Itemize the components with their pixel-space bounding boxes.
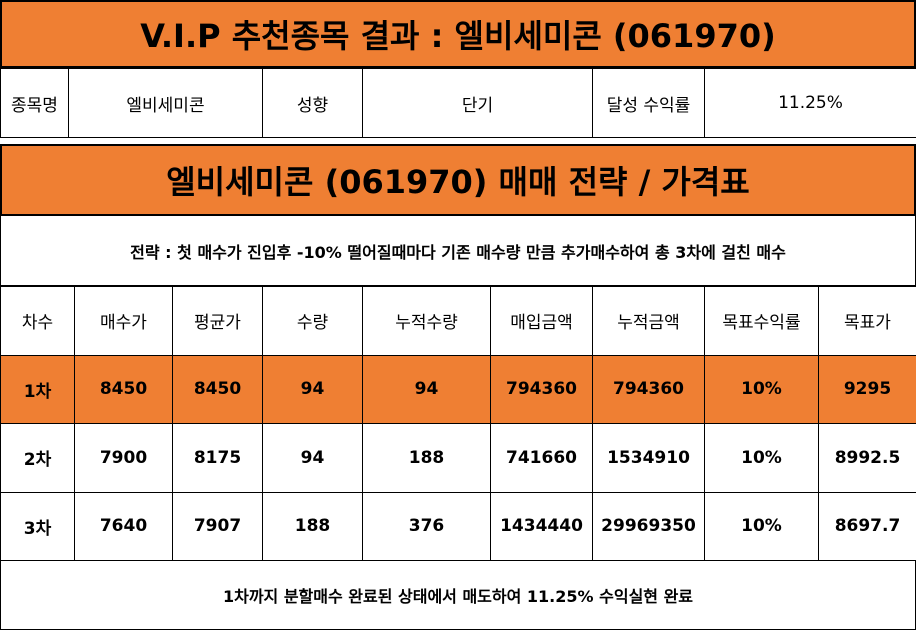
trade-type-label: 성향: [262, 68, 363, 138]
table-cell: 10%: [704, 423, 819, 493]
table-cell: 8175: [172, 423, 263, 493]
table-cell: 7640: [74, 491, 173, 561]
table-row: 2차 7900 8175 94 188 741660 1534910 10% 8…: [0, 423, 916, 493]
table-cell: 794360: [592, 354, 705, 424]
table-cell: 94: [262, 354, 363, 424]
table-cell: 7907: [172, 491, 263, 561]
table-cell: 8450: [74, 354, 173, 424]
table-cell: 94: [362, 354, 491, 424]
table-header-row: 차수 매수가 평균가 수량 누적수량 매입금액 누적금액 목표수익률 목표가: [0, 286, 916, 356]
table-cell: 10%: [704, 491, 819, 561]
stock-name-value: 엘비세미콘: [68, 68, 263, 138]
table-cell: 188: [362, 423, 491, 493]
achieved-return-label: 달성 수익률: [592, 68, 705, 138]
table-cell: 10%: [704, 354, 819, 424]
table-cell: 376: [362, 491, 491, 561]
price-table: 차수 매수가 평균가 수량 누적수량 매입금액 누적금액 목표수익률 목표가 1…: [0, 286, 916, 561]
table-row: 1차 8450 8450 94 94 794360 794360 10% 929…: [0, 354, 916, 424]
table-cell: 29969350: [592, 491, 705, 561]
header-cumulative-quantity: 누적수량: [362, 286, 491, 356]
section-divider: [0, 138, 916, 144]
achieved-return-value: 11.25%: [704, 68, 916, 138]
header-buy-price: 매수가: [74, 286, 173, 356]
table-cell: 1434440: [490, 491, 593, 561]
table-cell: 8450: [172, 354, 263, 424]
table-cell: 8992.5: [818, 423, 916, 493]
header-target-price: 목표가: [818, 286, 916, 356]
table-cell: 3차: [0, 491, 75, 561]
header-purchase-amount: 매입금액: [490, 286, 593, 356]
header-target-return: 목표수익률: [704, 286, 819, 356]
table-cell: 741660: [490, 423, 593, 493]
page-title: V.I.P 추천종목 결과 : 엘비세미콘 (061970): [0, 0, 916, 68]
table-cell: 9295: [818, 354, 916, 424]
table-cell: 8697.7: [818, 491, 916, 561]
table-cell: 94: [262, 423, 363, 493]
result-summary: 1차까지 분할매수 완료된 상태에서 매도하여 11.25% 수익실현 완료: [0, 561, 916, 630]
table-row: 3차 7640 7907 188 376 1434440 29969350 10…: [0, 491, 916, 561]
header-cumulative-amount: 누적금액: [592, 286, 705, 356]
table-cell: 2차: [0, 423, 75, 493]
strategy-title: 엘비세미콘 (061970) 매매 전략 / 가격표: [0, 144, 916, 216]
trade-type-value: 단기: [362, 68, 593, 138]
strategy-description: 전략 : 첫 매수가 진입후 -10% 떨어질때마다 기존 매수량 만큼 추가매…: [0, 216, 916, 286]
table-cell: 188: [262, 491, 363, 561]
stock-name-label: 종목명: [0, 68, 69, 138]
table-cell: 1차: [0, 354, 75, 424]
table-cell: 7900: [74, 423, 173, 493]
header-quantity: 수량: [262, 286, 363, 356]
table-cell: 794360: [490, 354, 593, 424]
table-cell: 1534910: [592, 423, 705, 493]
header-round: 차수: [0, 286, 75, 356]
header-average-price: 평균가: [172, 286, 263, 356]
stock-info-table: 종목명 엘비세미콘 성향 단기 달성 수익률 11.25%: [0, 68, 916, 138]
stock-info-row: 종목명 엘비세미콘 성향 단기 달성 수익률 11.25%: [0, 68, 916, 138]
